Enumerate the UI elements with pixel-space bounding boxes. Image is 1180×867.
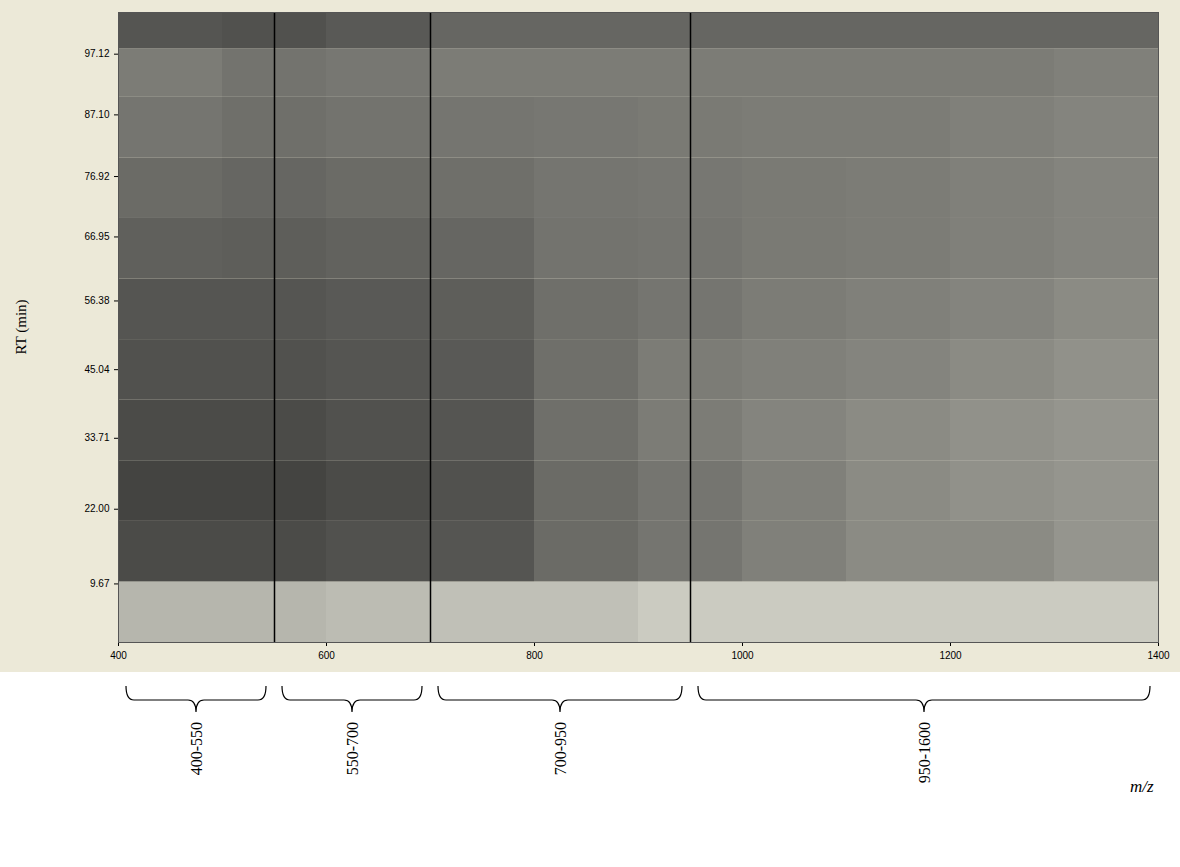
svg-text:33.71: 33.71 bbox=[84, 432, 109, 443]
svg-text:700-950: 700-950 bbox=[552, 722, 569, 775]
svg-text:1200: 1200 bbox=[939, 650, 962, 661]
svg-text:45.04: 45.04 bbox=[84, 364, 109, 375]
svg-text:66.95: 66.95 bbox=[84, 231, 109, 242]
svg-text:600: 600 bbox=[318, 650, 335, 661]
svg-text:400: 400 bbox=[110, 650, 127, 661]
svg-text:22.00: 22.00 bbox=[84, 503, 109, 514]
svg-text:76.92: 76.92 bbox=[84, 171, 109, 182]
svg-text:9.67: 9.67 bbox=[90, 578, 110, 589]
svg-text:m/z: m/z bbox=[1130, 777, 1154, 796]
svg-text:400-550: 400-550 bbox=[188, 722, 205, 775]
svg-text:800: 800 bbox=[526, 650, 543, 661]
svg-text:87.10: 87.10 bbox=[84, 109, 109, 120]
svg-text:950-1600: 950-1600 bbox=[916, 722, 933, 783]
svg-text:97.12: 97.12 bbox=[84, 48, 109, 59]
svg-text:RT (min): RT (min) bbox=[13, 299, 30, 354]
svg-text:1400: 1400 bbox=[1147, 650, 1170, 661]
svg-text:550-700: 550-700 bbox=[344, 722, 361, 775]
svg-text:56.38: 56.38 bbox=[84, 295, 109, 306]
svg-text:1000: 1000 bbox=[731, 650, 754, 661]
